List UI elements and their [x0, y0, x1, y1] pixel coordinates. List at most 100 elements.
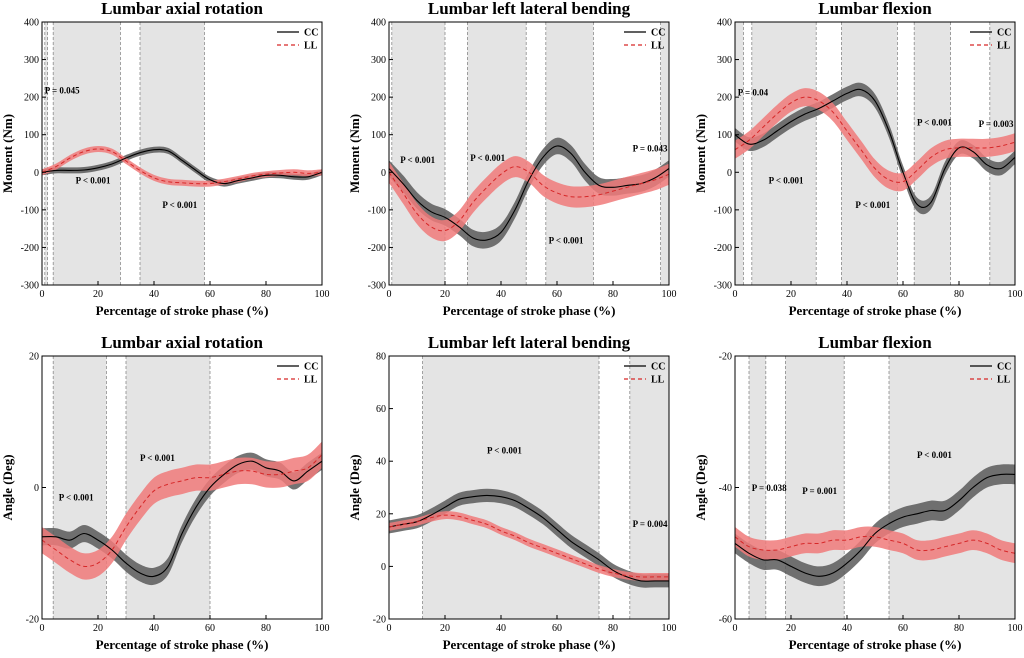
x-tick-label: 0	[387, 623, 392, 634]
series-line-cc	[734, 473, 1016, 577]
plot-frame	[41, 21, 323, 286]
significance-region	[391, 22, 445, 285]
p-value-annotation: P < 0.001	[917, 450, 952, 460]
y-tick-label: 200	[24, 93, 39, 104]
p-value-annotation: P < 0.001	[917, 117, 952, 127]
series-band-cc	[735, 464, 1015, 587]
series-line-ll	[734, 535, 1016, 554]
significance-region	[422, 356, 599, 619]
y-tick-label: 100	[24, 130, 39, 141]
y-tick-label: 400	[371, 18, 386, 29]
p-value-annotation: P = 0.001	[802, 486, 837, 496]
series-line-cc	[388, 145, 670, 241]
plot-frame	[734, 21, 1016, 286]
y-tick-label: 400	[24, 18, 39, 29]
x-tick-label: 80	[261, 289, 271, 300]
y-tick-label: -100	[21, 205, 39, 216]
series-band-ll	[735, 88, 1015, 192]
chart-title: Lumbar left lateral bending	[428, 333, 631, 352]
x-tick-label: 20	[93, 623, 103, 634]
p-value-annotation: P = 0.045	[45, 85, 80, 95]
y-tick-label: 0	[34, 168, 39, 179]
y-tick-label: -300	[368, 281, 386, 292]
chart-title: Lumbar left lateral bending	[428, 0, 631, 18]
y-axis-label: Angle (Deg)	[693, 454, 708, 520]
y-tick-label: -20	[26, 615, 39, 626]
x-axis-label: Percentage of stroke phase (%)	[789, 303, 962, 318]
x-tick-label: 100	[315, 623, 330, 634]
x-axis-label: Percentage of stroke phase (%)	[443, 637, 616, 652]
y-tick-label: 40	[376, 457, 386, 468]
y-tick-label: 300	[371, 55, 386, 66]
chart-panel-3: 0 20 40 60 80 100 -300 -200 -100 0 100 200 300 400 Lum…	[693, 0, 1023, 318]
p-value-annotation: P < 0.001	[549, 236, 584, 246]
series-band-ll	[389, 156, 669, 242]
legend-label-cc: CC	[651, 362, 665, 373]
y-tick-label: 0	[381, 168, 386, 179]
x-tick-label: 0	[733, 289, 738, 300]
x-tick-label: 40	[496, 289, 506, 300]
series-line-ll	[41, 454, 323, 568]
y-axis-label: Moment (Nm)	[693, 114, 708, 193]
y-axis-label: Moment (Nm)	[0, 114, 15, 193]
y-tick-label: 300	[717, 55, 732, 66]
y-tick-label: 80	[376, 352, 386, 363]
significance-region	[660, 22, 669, 285]
legend-label-cc: CC	[997, 362, 1011, 373]
x-tick-label: 60	[898, 289, 908, 300]
series-band-ll	[389, 511, 669, 581]
plot-frame	[388, 21, 670, 286]
y-tick-label: -100	[368, 205, 386, 216]
x-tick-label: 100	[1008, 623, 1023, 634]
series-line-ll	[41, 148, 323, 185]
y-tick-label: 300	[24, 55, 39, 66]
x-axis-label: Percentage of stroke phase (%)	[443, 303, 616, 318]
x-axis-label: Percentage of stroke phase (%)	[96, 637, 269, 652]
y-tick-label: -200	[368, 243, 386, 254]
chart-panel-1: 0 20 40 60 80 100 -300 -200 -100 0 100 200 300 400 Lum…	[0, 0, 330, 318]
p-value-annotation: P < 0.001	[162, 200, 197, 210]
y-axis-label: Angle (Deg)	[0, 454, 15, 520]
y-tick-label: 20	[29, 352, 39, 363]
y-tick-label: -40	[719, 483, 732, 494]
x-tick-label: 40	[496, 623, 506, 634]
y-axis-label: Angle (Deg)	[347, 454, 362, 520]
y-tick-label: 20	[376, 509, 386, 520]
series-line-ll	[388, 514, 669, 578]
p-value-annotation: P = 0.043	[633, 144, 668, 154]
series-band-ll	[42, 146, 322, 187]
x-tick-label: 40	[842, 623, 852, 634]
p-value-annotation: P < 0.001	[76, 176, 111, 186]
legend-label-ll: LL	[304, 375, 318, 386]
y-tick-label: 0	[381, 562, 386, 573]
series-band-cc	[389, 488, 669, 588]
x-tick-label: 100	[1008, 289, 1023, 300]
chart-title: Lumbar axial rotation	[101, 0, 263, 18]
p-value-annotation: P < 0.001	[769, 176, 804, 186]
legend-label-cc: CC	[997, 28, 1011, 39]
series-band-ll	[735, 526, 1015, 564]
significance-region	[751, 22, 817, 285]
x-tick-label: 60	[898, 623, 908, 634]
significance-region	[53, 356, 107, 619]
x-tick-label: 60	[552, 289, 562, 300]
x-tick-label: 80	[608, 623, 618, 634]
x-tick-label: 80	[954, 289, 964, 300]
x-tick-label: 0	[40, 623, 45, 634]
x-tick-label: 20	[786, 623, 796, 634]
p-value-annotation: P = 0.004	[633, 519, 668, 529]
legend-label-ll: LL	[997, 375, 1011, 386]
legend-label-cc: CC	[304, 28, 318, 39]
x-axis-label: Percentage of stroke phase (%)	[96, 303, 269, 318]
y-tick-label: 0	[34, 483, 39, 494]
x-tick-label: 40	[842, 289, 852, 300]
legend-label-ll: LL	[651, 375, 665, 386]
p-value-annotation: P < 0.001	[59, 493, 94, 503]
x-tick-label: 60	[552, 623, 562, 634]
series-line-ll	[388, 166, 670, 232]
chart-panel-6: 0 20 40 60 80 100 -60 -40 -20 Lumbar flexion Perce…	[693, 333, 1023, 652]
y-tick-label: -100	[714, 205, 732, 216]
x-tick-label: 0	[733, 623, 738, 634]
series-line-ll	[734, 96, 1016, 183]
